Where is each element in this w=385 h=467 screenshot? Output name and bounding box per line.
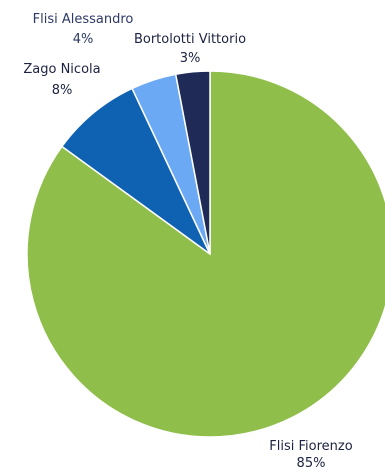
slice-label-bortolotti-vittorio: Bortolotti Vittorio 3% xyxy=(134,32,246,66)
slice-label-flisi-fiorenzo: Flisi Fiorenzo 85% xyxy=(269,439,352,467)
slice-percent: 4% xyxy=(73,32,94,47)
slice-percent: 85% xyxy=(297,456,326,467)
slice-label-zago-nicola: Zago Nicola 8% xyxy=(23,62,100,98)
slice-percent: 3% xyxy=(180,51,201,66)
pie-slice-flisi-fiorenzo xyxy=(26,70,385,438)
slice-percent: 8% xyxy=(52,83,73,98)
slice-label-flisi-alessandro: Flisi Alessandro 4% xyxy=(33,12,134,47)
slice-name: Zago Nicola xyxy=(23,62,100,77)
pie-slice-bortolotti-vittorio xyxy=(174,70,211,255)
pie-slices xyxy=(26,70,385,438)
slice-name: Flisi Alessandro xyxy=(33,12,134,27)
slice-name: Flisi Fiorenzo xyxy=(269,439,352,454)
pie-slice-zago-nicola xyxy=(60,87,211,255)
slice-name: Bortolotti Vittorio xyxy=(134,32,246,47)
